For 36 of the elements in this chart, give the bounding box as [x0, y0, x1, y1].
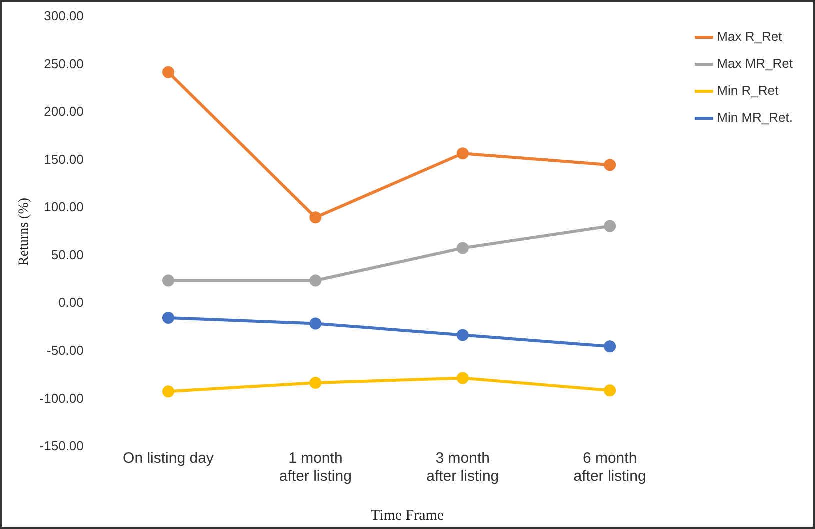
legend-label: Max R_Ret — [717, 29, 783, 44]
x-tick-label: 1 month after listing — [279, 450, 352, 486]
point — [162, 312, 174, 324]
point — [456, 372, 469, 384]
point — [310, 318, 322, 330]
point — [310, 376, 322, 389]
y-tick-label: -100.00 — [40, 390, 84, 406]
x-axis-title: Time Frame — [370, 508, 446, 525]
y-tick-label: 250.00 — [44, 56, 84, 72]
y-tick-label: 200.00 — [44, 104, 84, 120]
point — [162, 386, 174, 398]
y-tick-label: 0.00 — [58, 295, 84, 310]
point — [604, 340, 616, 353]
x-tick-label: 3 month after listing — [426, 450, 500, 486]
legend-label: Min R_Ret — [717, 83, 779, 98]
point — [162, 274, 174, 287]
y-tick-label: 50.00 — [51, 247, 84, 262]
point — [456, 242, 469, 254]
point — [604, 159, 616, 172]
y-tick-label: 100.00 — [44, 200, 84, 215]
y-tick-label: 300.00 — [44, 8, 84, 24]
y-tick-label: 150.00 — [44, 152, 84, 167]
y-axis-title: Returns (%) — [17, 198, 32, 266]
x-tick-label: On listing day — [123, 450, 214, 468]
legend-label: Min MR_Ret. — [717, 110, 794, 126]
point — [310, 274, 322, 287]
legend-label: Max MR_Ret — [717, 56, 794, 72]
y-tick-label: -50.00 — [47, 343, 84, 358]
point — [310, 212, 322, 224]
point — [604, 220, 616, 232]
x-tick-label: 6 month after listing — [574, 450, 646, 486]
point — [456, 148, 469, 160]
point — [162, 66, 174, 78]
y-tick-label: -150.00 — [40, 438, 84, 454]
point — [456, 329, 469, 342]
point — [604, 384, 616, 397]
